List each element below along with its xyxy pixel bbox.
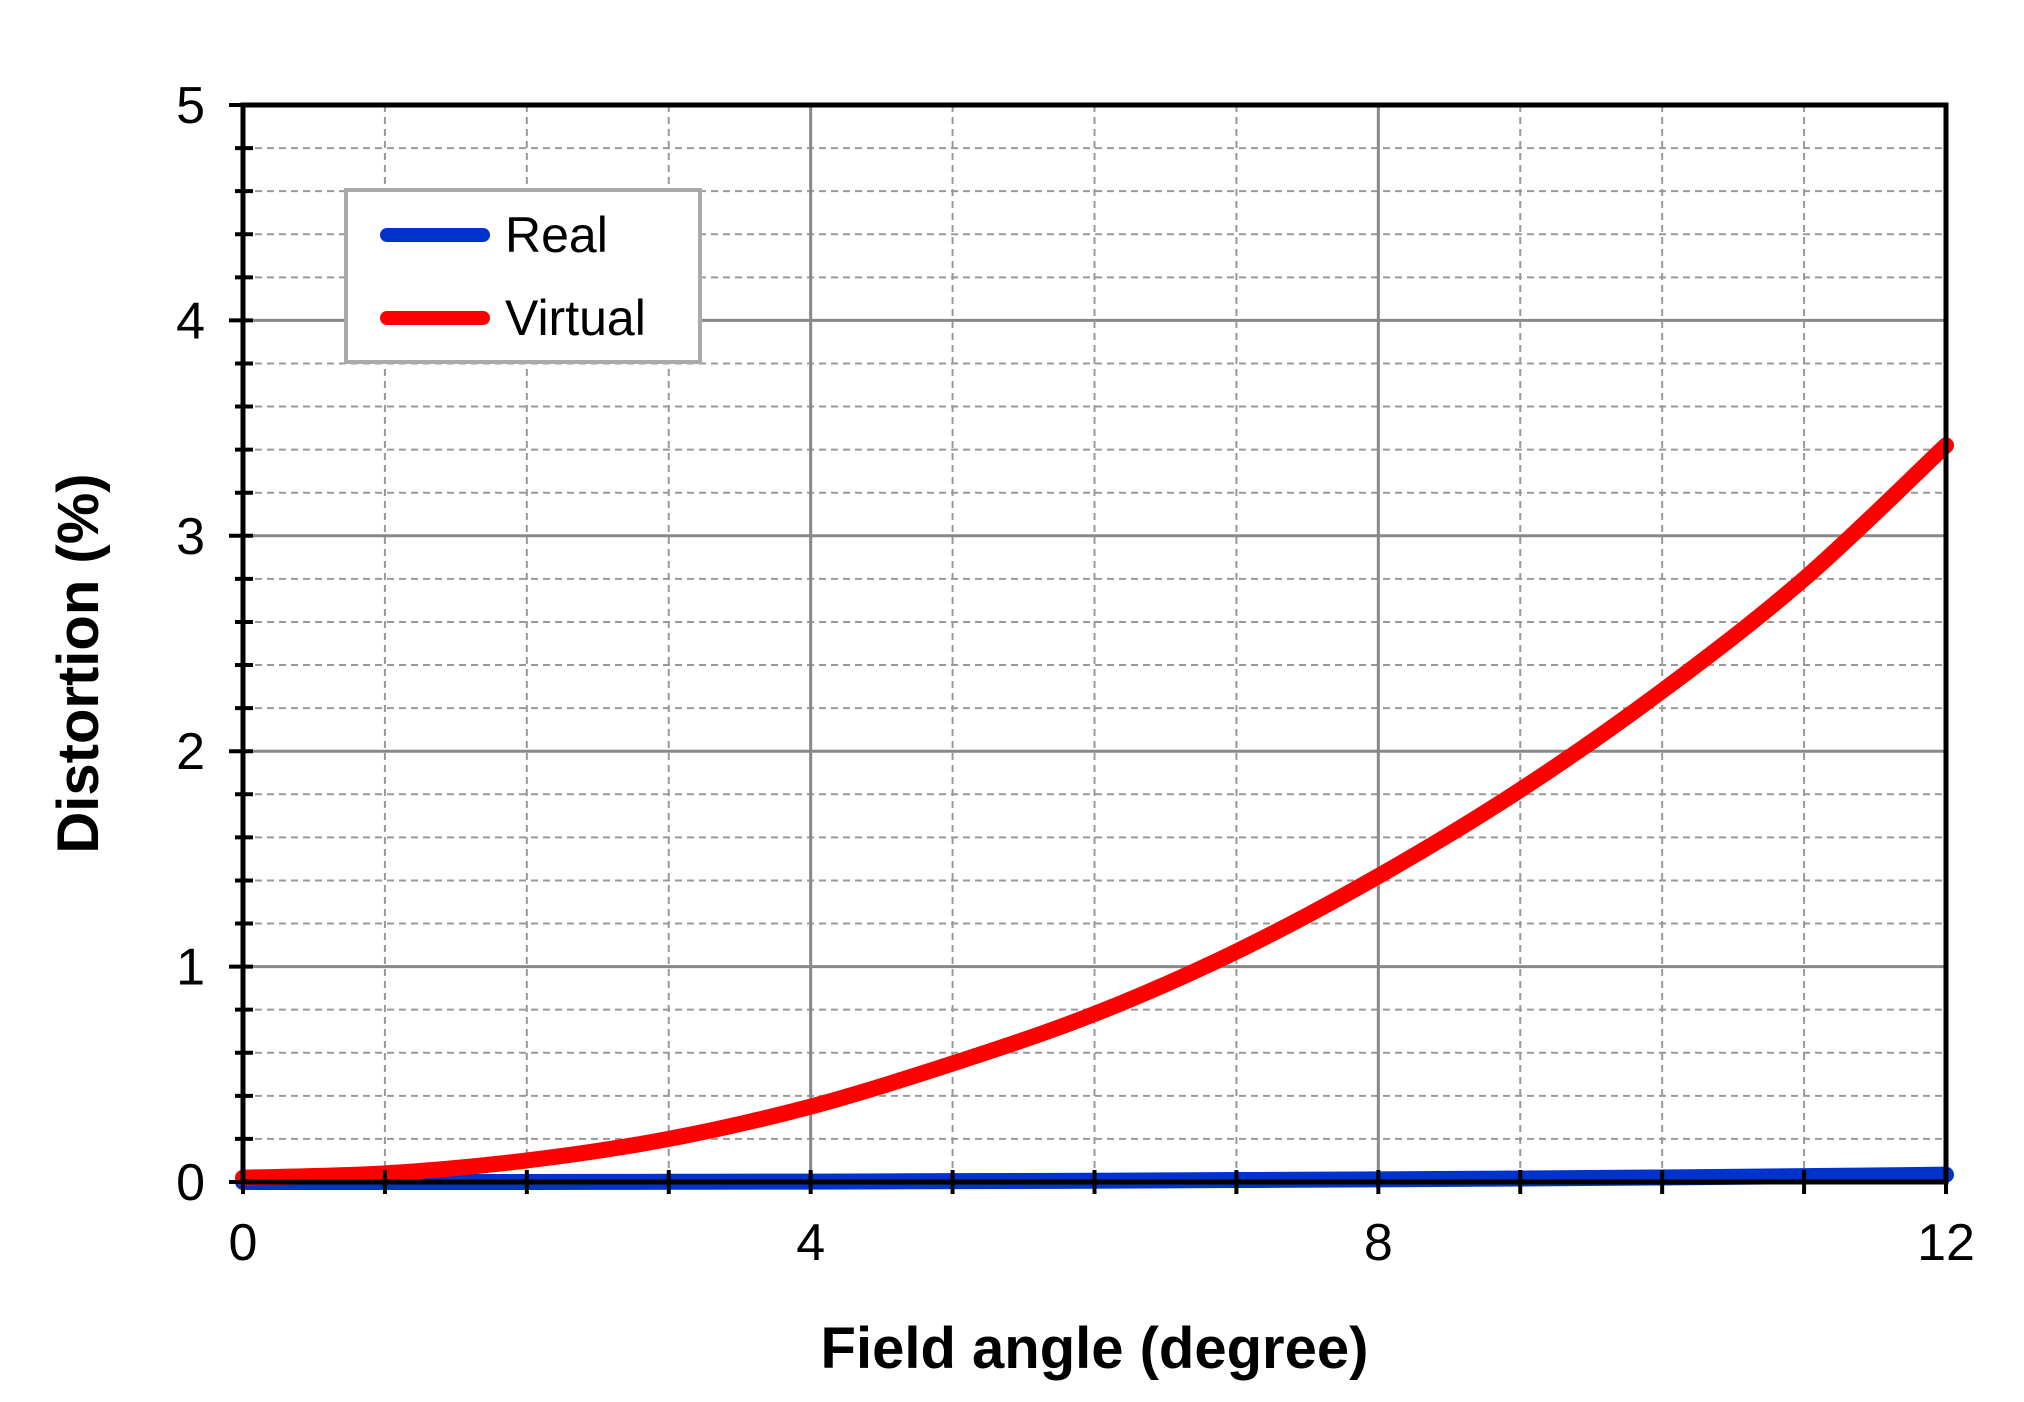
- x-tick-label: 0: [229, 1214, 258, 1272]
- grid: [243, 105, 1946, 1182]
- x-tick-label: 4: [796, 1214, 825, 1272]
- y-tick-label: 2: [176, 723, 205, 781]
- legend-label-virtual: Virtual: [505, 290, 646, 346]
- legend-box: [344, 188, 702, 364]
- x-tick-label: 8: [1364, 1214, 1393, 1272]
- y-tick-label: 5: [176, 77, 205, 135]
- legend-label-real: Real: [505, 207, 608, 263]
- y-tick-label: 3: [176, 508, 205, 566]
- legend: Real Virtual: [344, 188, 702, 364]
- series-line-virtual: [235, 437, 1954, 1186]
- axis-ticks: [229, 103, 1948, 1194]
- x-axis-title: Field angle (degree): [821, 1316, 1369, 1381]
- y-tick-label: 1: [176, 939, 205, 997]
- y-tick-label: 0: [176, 1154, 205, 1212]
- x-tick-label: 12: [1917, 1214, 1975, 1272]
- y-tick-label: 4: [176, 292, 205, 350]
- y-axis-title: Distortion (%): [46, 473, 111, 853]
